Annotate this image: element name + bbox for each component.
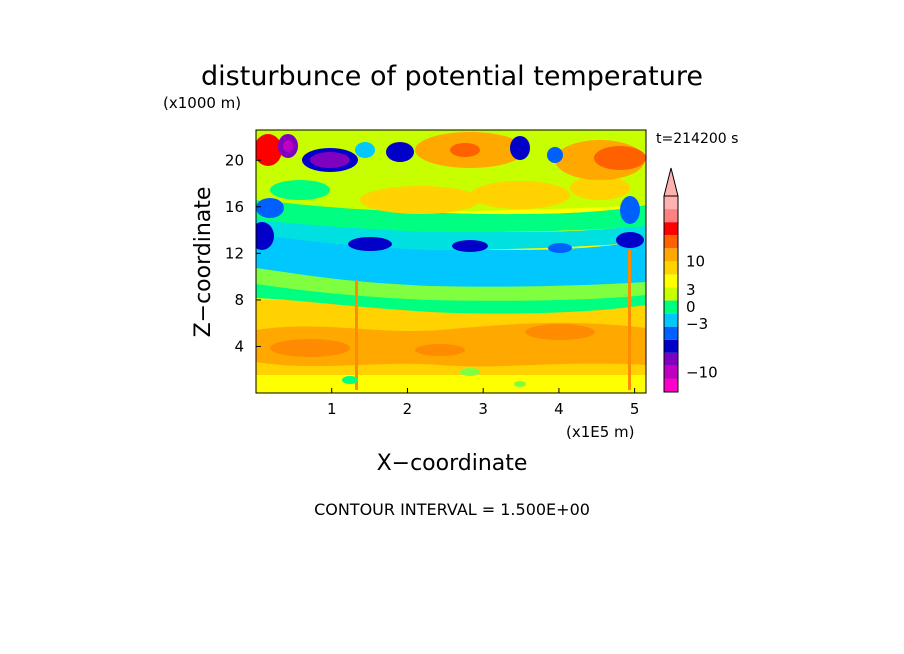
colorbar-segment [664, 378, 678, 392]
colorbar-tick-label: −10 [686, 363, 718, 381]
plot-frame [255, 129, 647, 394]
x-units-label: (x1E5 m) [566, 423, 635, 441]
x-axis-ticks: 1 2 3 4 5 [327, 388, 639, 418]
y-tick-label: 16 [225, 198, 244, 216]
colorbar-segment [664, 300, 678, 314]
heatmap-field [256, 130, 646, 393]
y-tick-label: 12 [225, 244, 244, 262]
z-units-label: (x1000 m) [163, 94, 241, 112]
colorbar-extend-arrow [663, 167, 679, 197]
colorbar-segment [664, 209, 678, 223]
colorbar: −10 −303 10 [663, 167, 718, 393]
y-tick-label: 4 [234, 337, 244, 355]
colorbar-segment [664, 326, 678, 340]
contour-interval-label: CONTOUR INTERVAL = 1.500E+00 [314, 500, 590, 519]
colorbar-tick-label: 10 [686, 252, 705, 270]
colorbar-segment [664, 274, 678, 288]
colorbar-tick-label: 3 [686, 281, 696, 299]
y-tick-label: 20 [225, 151, 244, 169]
colorbar-segment [664, 196, 678, 210]
colorbar-tick-label: 0 [686, 298, 696, 316]
chart-title: disturbunce of potential temperature [201, 61, 703, 92]
x-axis-label: X−coordinate [377, 451, 528, 476]
colorbar-segment [664, 313, 678, 327]
x-tick-label: 2 [403, 400, 413, 418]
colorbar-segment [664, 248, 678, 262]
colorbar-segment [664, 287, 678, 301]
colorbar-tick-label: −3 [686, 315, 708, 333]
colorbar-segment [664, 261, 678, 275]
colorbar-segment [664, 235, 678, 249]
colorbar-segment [664, 222, 678, 236]
x-tick-label: 3 [478, 400, 488, 418]
colorbar-segment [664, 365, 678, 379]
time-label: t=214200 s [656, 131, 738, 147]
x-tick-label: 4 [554, 400, 564, 418]
y-axis-ticks: 4 8 12 16 20 [225, 151, 261, 355]
x-tick-label: 5 [630, 400, 640, 418]
y-tick-label: 8 [234, 291, 244, 309]
x-tick-label: 1 [327, 400, 337, 418]
colorbar-segment [664, 339, 678, 353]
colorbar-segment [664, 352, 678, 366]
y-axis-label: Z−coordinate [191, 187, 216, 338]
